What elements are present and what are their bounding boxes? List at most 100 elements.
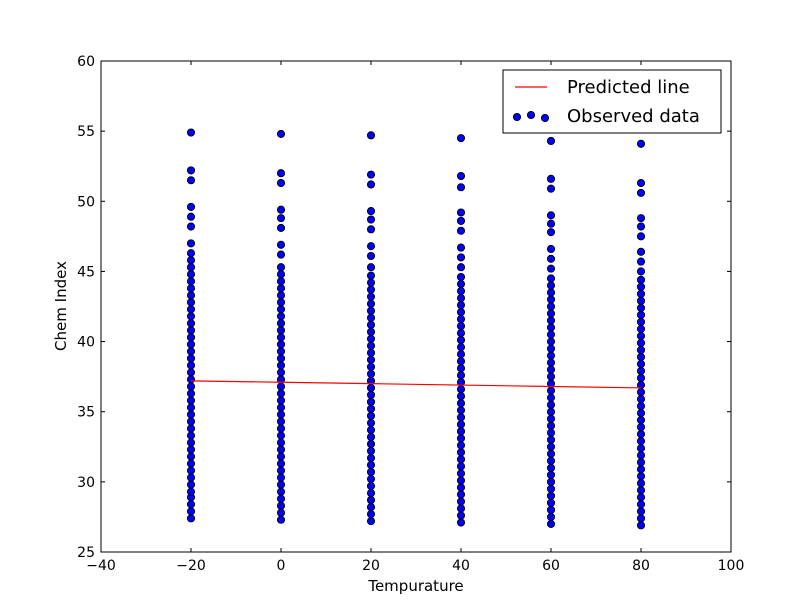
scatter-point (546, 337, 556, 346)
scatter-point (276, 508, 286, 517)
scatter-point (186, 389, 196, 398)
scatter-point (636, 493, 646, 502)
scatter-point (366, 320, 376, 329)
scatter-point (546, 512, 556, 521)
scatter-point (366, 263, 376, 272)
scatter-point (276, 263, 286, 272)
x-tick-label: 0 (277, 558, 286, 574)
scatter-point (276, 368, 286, 377)
scatter-point (456, 253, 466, 262)
x-tick-label: 20 (362, 558, 380, 574)
y-axis-label: Chem Index (52, 261, 70, 351)
scatter-point (366, 425, 376, 435)
scatter-point (276, 487, 286, 496)
scatter-point (276, 312, 286, 321)
scatter-point (186, 480, 196, 489)
scatter-point (456, 399, 466, 408)
scatter-point (276, 347, 286, 356)
scatter-point (276, 326, 286, 335)
scatter-point (366, 207, 376, 216)
scatter-point (636, 395, 646, 404)
scatter-point (186, 431, 196, 440)
scatter-point (186, 375, 196, 384)
y-tick-label: 60 (77, 54, 95, 70)
scatter-point (186, 347, 196, 356)
x-tick-label: 40 (452, 558, 470, 574)
scatter-point (276, 501, 286, 510)
scatter-point (366, 383, 376, 392)
scatter-point (456, 171, 466, 181)
scatter-point (276, 205, 286, 214)
scatter-point (456, 385, 466, 394)
scatter-point (636, 324, 646, 333)
scatter-point (276, 417, 286, 426)
scatter-point (546, 491, 556, 500)
scatter-point (546, 456, 556, 465)
scatter-point (546, 254, 556, 263)
scatter-point (546, 309, 556, 318)
scatter-point (276, 466, 286, 475)
x-axis-label: Tempurature (367, 577, 463, 595)
scatter-point (636, 402, 646, 411)
scatter-point (456, 490, 466, 499)
scatter-point (546, 421, 556, 430)
scatter-point (186, 263, 196, 272)
scatter-point (366, 285, 376, 294)
scatter-point (456, 308, 466, 317)
scatter-point (546, 184, 556, 193)
scatter-point (186, 500, 196, 509)
scatter-point (546, 484, 556, 493)
scatter-point (546, 351, 556, 360)
scatter-point (276, 333, 286, 342)
scatter-point (276, 214, 286, 223)
scatter-point (366, 131, 376, 140)
scatter-point (546, 302, 556, 311)
scatter-point (366, 251, 376, 261)
scatter-point (276, 403, 286, 412)
scatter-point (456, 476, 466, 485)
scatter-point (546, 435, 556, 444)
scatter-point (366, 341, 376, 350)
scatter-point (186, 305, 196, 314)
scatter-point (636, 465, 646, 474)
scatter-point (636, 430, 646, 439)
scatter-point (636, 178, 646, 188)
scatter-point (636, 188, 646, 197)
scatter-point (276, 515, 286, 524)
scatter-point (366, 271, 376, 280)
scatter-point (456, 469, 466, 478)
scatter-point (186, 382, 196, 391)
scatter-point (186, 256, 196, 265)
scatter-point (366, 397, 376, 406)
scatter-point (636, 423, 646, 432)
scatter-point (366, 242, 376, 251)
scatter-point (546, 365, 556, 374)
scatter-point (366, 215, 376, 224)
scatter-point (636, 444, 646, 453)
y-tick-label: 40 (77, 335, 95, 351)
scatter-point (366, 313, 376, 322)
scatter-point (276, 389, 286, 398)
scatter-point (456, 263, 466, 272)
scatter-point (636, 232, 646, 241)
scatter-point (546, 414, 556, 423)
scatter-point (456, 272, 466, 282)
scatter-point (456, 413, 466, 422)
scatter-point (276, 438, 286, 447)
scatter-point (546, 323, 556, 332)
scatter-point (366, 355, 376, 364)
scatter-point (636, 289, 646, 298)
scatter-point (636, 247, 646, 256)
scatter-point (276, 305, 286, 314)
y-tick-label: 55 (77, 124, 95, 140)
scatter-point (366, 482, 376, 491)
scatter-point (366, 453, 376, 463)
legend: Predicted line Observed data (502, 69, 722, 134)
predicted-line (190, 380, 642, 389)
scatter-point (546, 498, 556, 507)
scatter-point (366, 334, 376, 343)
scatter-point (546, 344, 556, 353)
scatter-point (186, 361, 196, 370)
scatter-point (456, 357, 466, 366)
